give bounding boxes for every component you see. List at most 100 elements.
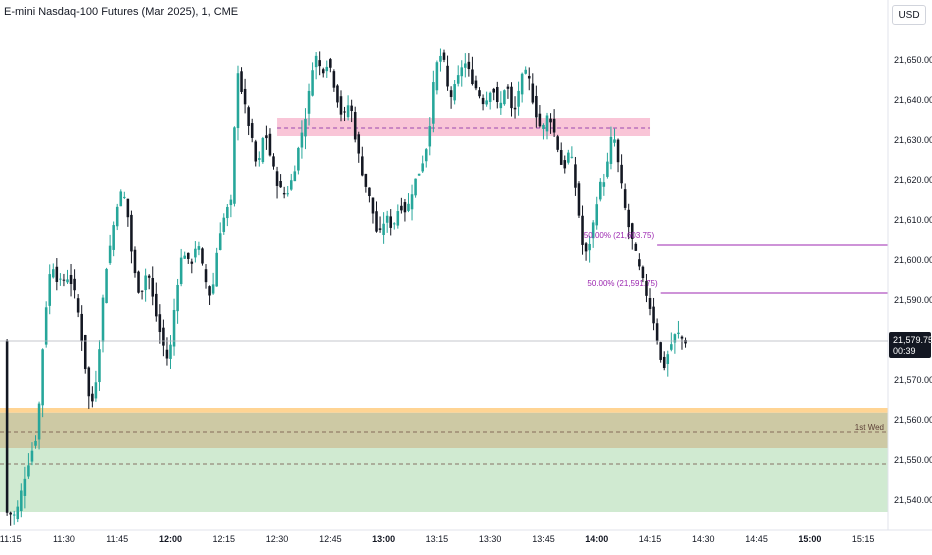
chart-title: E-mini Nasdaq-100 Futures (Mar 2025), 1,… <box>4 6 239 18</box>
candle-body <box>368 187 371 197</box>
candle-body <box>577 183 581 216</box>
candle-body <box>101 297 105 342</box>
candle-body <box>194 248 197 258</box>
candle-body <box>12 514 16 516</box>
candle-body <box>609 136 613 164</box>
candle-body <box>630 223 634 239</box>
candle-body <box>137 271 140 293</box>
candle-body <box>453 84 456 101</box>
candle-body <box>119 191 123 207</box>
y-tick-label: 21,550.00 <box>894 455 932 465</box>
candle-body <box>73 278 76 291</box>
candle-body <box>456 75 460 84</box>
candle-body <box>98 349 101 383</box>
candle-body <box>158 314 162 333</box>
candle-body <box>162 327 165 346</box>
candle-body <box>229 199 233 206</box>
candle-body <box>464 63 467 68</box>
candle-body <box>673 334 677 343</box>
currency-button[interactable]: USD <box>892 5 926 25</box>
candle-body <box>599 181 602 200</box>
candle-body <box>435 62 439 91</box>
candle-body <box>392 223 396 225</box>
candle-body <box>108 245 112 264</box>
candle-body <box>613 139 616 143</box>
candle-body <box>265 135 268 139</box>
x-tick-label: 12:30 <box>266 534 289 544</box>
candle-body <box>520 73 524 95</box>
candle-body <box>343 111 346 113</box>
candle-body <box>503 90 506 105</box>
candle-body <box>531 83 535 103</box>
y-tick-label: 21,560.00 <box>894 415 932 425</box>
candle-body <box>211 284 215 294</box>
candle-body <box>30 450 34 462</box>
candle-body <box>620 164 623 184</box>
y-tick-label: 21,570.00 <box>894 375 932 385</box>
candle-body <box>222 217 226 232</box>
x-tick-label: 13:00 <box>372 534 395 544</box>
last-price-countdown: 00:39 <box>893 346 916 356</box>
candle-body <box>371 197 375 214</box>
zone-olive <box>0 412 888 448</box>
candle-body <box>279 180 282 188</box>
y-tick-label: 21,620.00 <box>894 175 932 185</box>
candle-body <box>670 344 673 350</box>
candle-body <box>94 382 98 399</box>
x-tick-label: 15:00 <box>798 534 821 544</box>
candle-body <box>275 171 279 186</box>
candle-body <box>186 252 190 259</box>
candle-body <box>215 252 218 287</box>
candle-body <box>517 90 520 107</box>
candle-body <box>382 223 385 236</box>
candle-body <box>115 206 119 227</box>
candle-body <box>66 279 69 283</box>
candle-body <box>204 269 208 283</box>
x-tick-label: 14:45 <box>745 534 768 544</box>
x-tick-label: 12:15 <box>213 534 236 544</box>
candle-body <box>559 150 563 165</box>
candle-body <box>169 344 172 359</box>
candle-body <box>105 268 108 304</box>
candle-body <box>69 274 73 285</box>
last-price-badge <box>889 332 931 358</box>
candle-body <box>286 193 289 195</box>
candle-body <box>261 138 265 163</box>
candle-body <box>481 97 485 105</box>
candle-body <box>428 126 432 147</box>
candle-body <box>623 189 627 208</box>
candle-body <box>584 243 588 252</box>
candle-body <box>332 71 336 88</box>
candle-body <box>272 156 275 167</box>
candle-body <box>197 246 201 250</box>
candle-body <box>449 90 453 97</box>
y-tick-label: 21,640.00 <box>894 95 932 105</box>
candle-body <box>226 206 229 219</box>
candle-body <box>126 198 130 218</box>
candle-body <box>446 65 449 87</box>
candle-body <box>233 127 236 204</box>
candle-body <box>155 293 158 317</box>
x-tick-label: 13:45 <box>532 534 555 544</box>
candle-body <box>48 274 52 306</box>
candle-body <box>151 278 155 297</box>
candle-body <box>59 278 62 280</box>
zone-annotation: 1st Wed <box>855 423 884 432</box>
candle-body <box>396 211 400 226</box>
candle-body <box>574 164 577 188</box>
x-tick-label: 11:30 <box>53 534 75 544</box>
candle-body <box>407 203 410 211</box>
candle-body <box>353 112 357 140</box>
candle-body <box>5 340 9 513</box>
candle-body <box>485 100 488 105</box>
candle-body <box>588 243 591 251</box>
y-tick-label: 21,540.00 <box>894 495 932 505</box>
candle-body <box>62 279 66 281</box>
candle-body <box>478 90 481 97</box>
candle-body <box>172 309 176 347</box>
candle-body <box>218 233 222 250</box>
x-tick-label: 11:15 <box>0 534 22 544</box>
zone-orange <box>0 408 888 413</box>
